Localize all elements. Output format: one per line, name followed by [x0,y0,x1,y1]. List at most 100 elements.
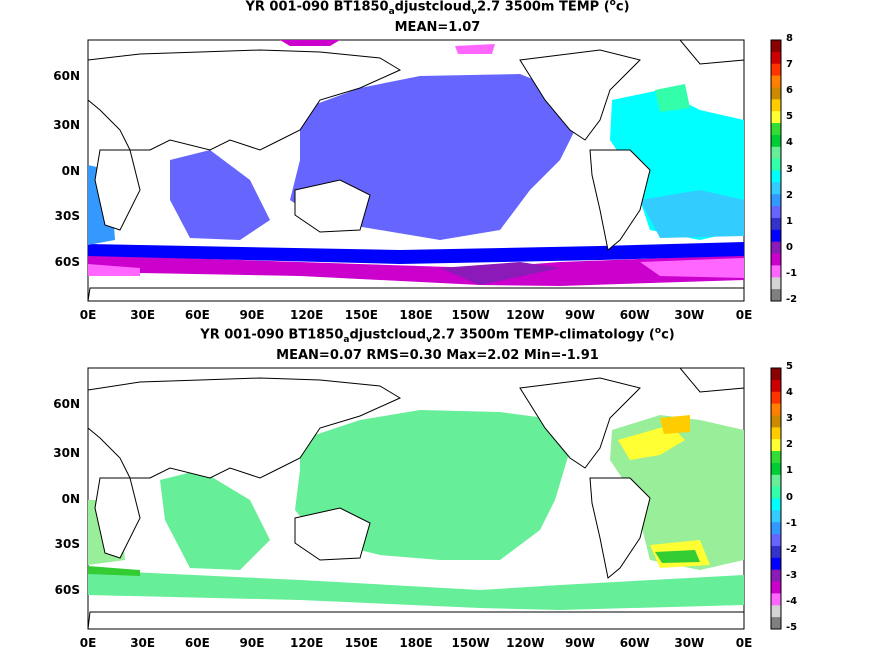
colorbar-swatch [771,134,781,148]
chart2-xtick: 120W [506,636,545,650]
chart2-ytick: 30N [53,446,80,461]
chart1-ytick: 60S [54,255,80,270]
colorbar-swatch [771,229,781,243]
chart2-colorbar-tick: 0 [786,491,793,503]
chart1-xtick: 150W [451,308,490,322]
chart1-xtick: 180E [399,308,433,322]
chart1-ytick: 60N [53,68,80,83]
chart2-title: YR 001-090 BT1850adjustcloudv2.7 3500m T… [200,326,675,345]
chart1-xtick: 30W [674,308,705,322]
colorbar-swatch [771,158,781,171]
colorbar-swatch [771,40,781,53]
colorbar-swatch [771,557,781,571]
chart1-xtick: 0E [735,308,753,322]
colorbar-swatch [771,403,781,416]
colorbar-swatch [771,51,781,65]
colorbar-swatch [771,474,781,488]
colorbar-swatch [771,451,781,464]
chart2-colorbar-tick: -2 [786,543,798,555]
chart2-colorbar-tick: 3 [786,413,793,425]
chart2-ytick: 60N [53,396,80,411]
chart2-colorbar-tick: -5 [786,622,798,633]
chart2-xtick: 180E [399,636,433,650]
chart2-colorbar-tick: 1 [786,465,793,477]
chart2-xtick: 0E [79,636,97,650]
chart2-ytick: 0N [61,491,80,506]
colorbar-swatch [771,182,781,195]
chart2-xtick: 150W [451,636,490,650]
colorbar-swatch [771,498,781,511]
chart2-colorbar-tick: -4 [786,595,798,607]
chart1-colorbar-tick: 4 [786,137,793,149]
colorbar-swatch [771,605,781,618]
colorbar-swatch [771,439,781,452]
chart1-colorbar-tick: -2 [786,294,798,305]
chart2-colorbar-tick: 2 [786,439,793,451]
chart1-xtick: 30E [130,308,156,322]
colorbar-swatch [771,277,781,290]
colorbar-swatch [771,123,781,136]
colorbar-swatch [771,206,781,219]
colorbar-swatch [771,391,781,405]
colorbar-swatch [771,593,781,606]
chart1-xtick: 60E [184,308,210,322]
chart2-colorbar-tick: 5 [786,361,793,372]
chart2-xtick: 30E [130,636,156,650]
chart1-title: YR 001-090 BT1850adjustcloudv2.7 3500m T… [245,0,630,17]
chart1-colorbar-tick: 8 [786,33,793,44]
chart2-map [87,367,745,630]
colorbar-swatch [771,427,781,440]
chart1-ytick: 0N [61,163,80,178]
chart1-xtick: 150E [344,308,378,322]
chart1-colorbar-tick: 0 [786,241,793,253]
chart1-colorbar-tick: 5 [786,111,793,123]
colorbar-swatch [771,241,781,255]
colorbar-swatch [771,253,781,266]
colorbar-swatch [771,265,781,278]
colorbar-swatch [771,415,781,428]
colorbar-swatch [771,217,781,231]
chart2-ytick: 30S [54,537,80,552]
colorbar-swatch [771,379,781,393]
colorbar-swatch [771,510,781,523]
colorbar-swatch [771,99,781,112]
chart2-xtick: 90W [565,636,595,650]
chart1-colorbar-tick: -1 [786,267,798,279]
colorbar-swatch [771,146,781,160]
chart1-xtick: 90E [239,308,265,322]
chart2-ytick: 60S [54,583,80,598]
colorbar-swatch [771,522,781,535]
chart2-xtick: 150E [344,636,378,650]
chart2-subtitle: MEAN=0.07 RMS=0.30 Max=2.02 Min=-1.91 [276,348,599,363]
chart2-xtick: 30W [674,636,705,650]
colorbar-swatch [771,194,781,207]
colorbar-swatch [771,87,781,100]
chart2-xtick: 0E [735,636,753,650]
chart1-colorbar-tick: 1 [786,215,793,227]
colorbar-swatch [771,581,781,594]
chart1-colorbar-tick: 7 [786,59,793,71]
chart1-map [87,39,745,302]
chart1-xtick: 120E [290,308,324,322]
chart2-xtick: 90E [239,636,265,650]
colorbar-swatch [771,63,781,77]
chart1-colorbar-tick: 3 [786,163,793,175]
chart2-colorbar-tick: 4 [786,387,793,399]
chart1-ytick: 30N [53,118,80,133]
colorbar-swatch [771,289,781,302]
colorbar-border [770,367,782,630]
chart2-xtick: 60W [619,636,650,650]
chart1-subtitle: MEAN=1.07 [394,20,481,35]
chart1-xtick: 60W [619,308,650,322]
colorbar-swatch [771,111,781,124]
chart1-xtick: 90W [565,308,595,322]
chart2-xtick: 120E [290,636,324,650]
chart1-colorbar-tick: 6 [786,85,793,97]
colorbar-swatch [771,170,781,183]
colorbar-swatch [771,617,781,630]
colorbar-swatch [771,569,781,583]
chart1-colorbar [770,39,782,302]
colorbar-border [770,39,782,302]
colorbar-swatch [771,75,781,88]
